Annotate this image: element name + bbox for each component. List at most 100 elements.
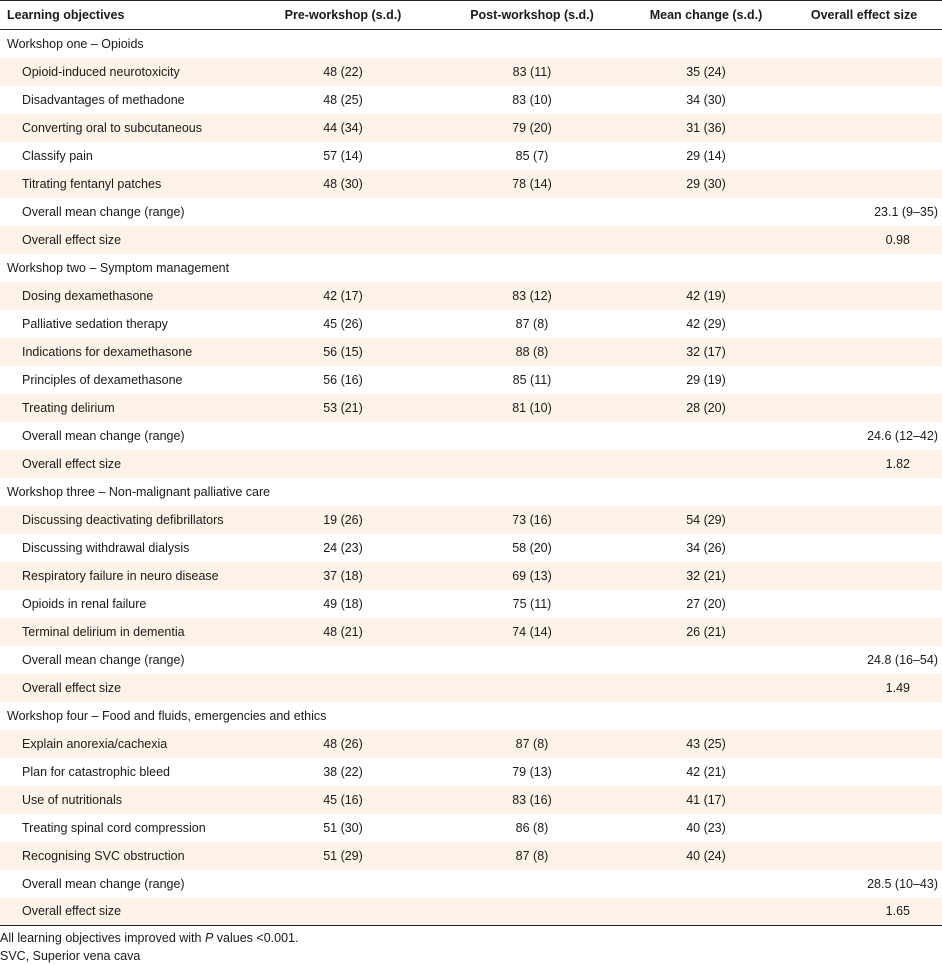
pre-workshop-value: 51 (29) <box>248 842 438 870</box>
empty-cell <box>248 198 438 226</box>
mean-change-value: 34 (30) <box>626 86 786 114</box>
table-row: Palliative sedation therapy 45 (26) 87 (8)… <box>0 310 942 338</box>
table-row: Discussing deactivating defibrillators 19… <box>0 506 942 534</box>
mean-change-value: 40 (23) <box>626 814 786 842</box>
pre-workshop-value: 57 (14) <box>248 142 438 170</box>
effect-size-value <box>786 730 942 758</box>
empty-cell <box>626 450 786 478</box>
table-body: Workshop one – Opioids Opioid-induced neu… <box>0 30 942 926</box>
table-row: Terminal delirium in dementia 48 (21) 74 (… <box>0 618 942 646</box>
pre-workshop-value: 42 (17) <box>248 282 438 310</box>
empty-cell <box>248 450 438 478</box>
post-workshop-value: 78 (14) <box>438 170 626 198</box>
header-learning-objectives: Learning objectives <box>0 1 248 30</box>
empty-cell <box>438 870 626 898</box>
post-workshop-value: 83 (16) <box>438 786 626 814</box>
pre-workshop-value: 44 (34) <box>248 114 438 142</box>
effect-size-value <box>786 114 942 142</box>
overall-effect-size-row: Overall effect size 1.82 <box>0 450 942 478</box>
post-workshop-value: 58 (20) <box>438 534 626 562</box>
pre-workshop-value: 51 (30) <box>248 814 438 842</box>
header-overall-effect-size: Overall effect size <box>786 1 942 30</box>
empty-cell <box>626 674 786 702</box>
overall-mean-change-row: Overall mean change (range) 24.6 (12–42) <box>0 422 942 450</box>
mean-change-value: 34 (26) <box>626 534 786 562</box>
empty-cell <box>438 898 626 926</box>
overall-effect-size-label: Overall effect size <box>0 226 248 254</box>
effect-size-value <box>786 506 942 534</box>
overall-mean-change-value: 24.8 (16–54) <box>786 646 942 674</box>
table-row: Discussing withdrawal dialysis 24 (23) 58 … <box>0 534 942 562</box>
overall-effect-size-row: Overall effect size 0.98 <box>0 226 942 254</box>
pre-workshop-value: 48 (21) <box>248 618 438 646</box>
learning-objectives-table: Learning objectives Pre-workshop (s.d.) … <box>0 0 942 926</box>
post-workshop-value: 74 (14) <box>438 618 626 646</box>
mean-change-value: 35 (24) <box>626 58 786 86</box>
section-title: Workshop two – Symptom management <box>0 254 942 282</box>
post-workshop-value: 88 (8) <box>438 338 626 366</box>
objective-label: Plan for catastrophic bleed <box>0 758 248 786</box>
effect-size-value <box>786 758 942 786</box>
overall-mean-change-row: Overall mean change (range) 28.5 (10–43) <box>0 870 942 898</box>
empty-cell <box>626 870 786 898</box>
effect-size-value <box>786 590 942 618</box>
effect-size-value <box>786 366 942 394</box>
empty-cell <box>626 198 786 226</box>
header-pre-workshop: Pre-workshop (s.d.) <box>248 1 438 30</box>
empty-cell <box>248 674 438 702</box>
post-workshop-value: 83 (11) <box>438 58 626 86</box>
post-workshop-value: 81 (10) <box>438 394 626 422</box>
mean-change-value: 32 (21) <box>626 562 786 590</box>
mean-change-value: 32 (17) <box>626 338 786 366</box>
effect-size-value <box>786 562 942 590</box>
pre-workshop-value: 56 (16) <box>248 366 438 394</box>
empty-cell <box>626 898 786 926</box>
empty-cell <box>626 646 786 674</box>
overall-mean-change-value: 23.1 (9–35) <box>786 198 942 226</box>
section-title: Workshop four – Food and fluids, emergen… <box>0 702 942 730</box>
effect-size-value <box>786 534 942 562</box>
overall-mean-change-label: Overall mean change (range) <box>0 198 248 226</box>
overall-effect-size-value: 0.98 <box>786 226 942 254</box>
empty-cell <box>248 646 438 674</box>
section-heading-row: Workshop four – Food and fluids, emergen… <box>0 702 942 730</box>
section-heading-row: Workshop two – Symptom management <box>0 254 942 282</box>
empty-cell <box>248 422 438 450</box>
effect-size-value <box>786 58 942 86</box>
mean-change-value: 42 (19) <box>626 282 786 310</box>
footnote-significance-prefix: All learning objectives improved with <box>0 931 205 945</box>
header-mean-change: Mean change (s.d.) <box>626 1 786 30</box>
overall-effect-size-value: 1.82 <box>786 450 942 478</box>
pre-workshop-value: 48 (30) <box>248 170 438 198</box>
mean-change-value: 31 (36) <box>626 114 786 142</box>
empty-cell <box>438 646 626 674</box>
effect-size-value <box>786 282 942 310</box>
mean-change-value: 54 (29) <box>626 506 786 534</box>
post-workshop-value: 86 (8) <box>438 814 626 842</box>
table-row: Converting oral to subcutaneous 44 (34) 79… <box>0 114 942 142</box>
objective-label: Terminal delirium in dementia <box>0 618 248 646</box>
table-row: Treating delirium 53 (21) 81 (10) 28 (20) <box>0 394 942 422</box>
objective-label: Treating spinal cord compression <box>0 814 248 842</box>
empty-cell <box>438 674 626 702</box>
results-table-figure: Learning objectives Pre-workshop (s.d.) … <box>0 0 942 965</box>
mean-change-value: 26 (21) <box>626 618 786 646</box>
table-row: Recognising SVC obstruction 51 (29) 87 (8)… <box>0 842 942 870</box>
section-title: Workshop three – Non-malignant palliativ… <box>0 478 942 506</box>
pre-workshop-value: 53 (21) <box>248 394 438 422</box>
empty-cell <box>626 422 786 450</box>
post-workshop-value: 87 (8) <box>438 310 626 338</box>
post-workshop-value: 75 (11) <box>438 590 626 618</box>
effect-size-value <box>786 86 942 114</box>
pre-workshop-value: 38 (22) <box>248 758 438 786</box>
empty-cell <box>248 898 438 926</box>
post-workshop-value: 85 (7) <box>438 142 626 170</box>
overall-mean-change-label: Overall mean change (range) <box>0 870 248 898</box>
effect-size-value <box>786 618 942 646</box>
table-row: Use of nutritionals 45 (16) 83 (16) 41 (17) <box>0 786 942 814</box>
pre-workshop-value: 19 (26) <box>248 506 438 534</box>
objective-label: Titrating fentanyl patches <box>0 170 248 198</box>
pre-workshop-value: 45 (26) <box>248 310 438 338</box>
footnote-significance-suffix: values <0.001. <box>213 931 298 945</box>
post-workshop-value: 87 (8) <box>438 730 626 758</box>
